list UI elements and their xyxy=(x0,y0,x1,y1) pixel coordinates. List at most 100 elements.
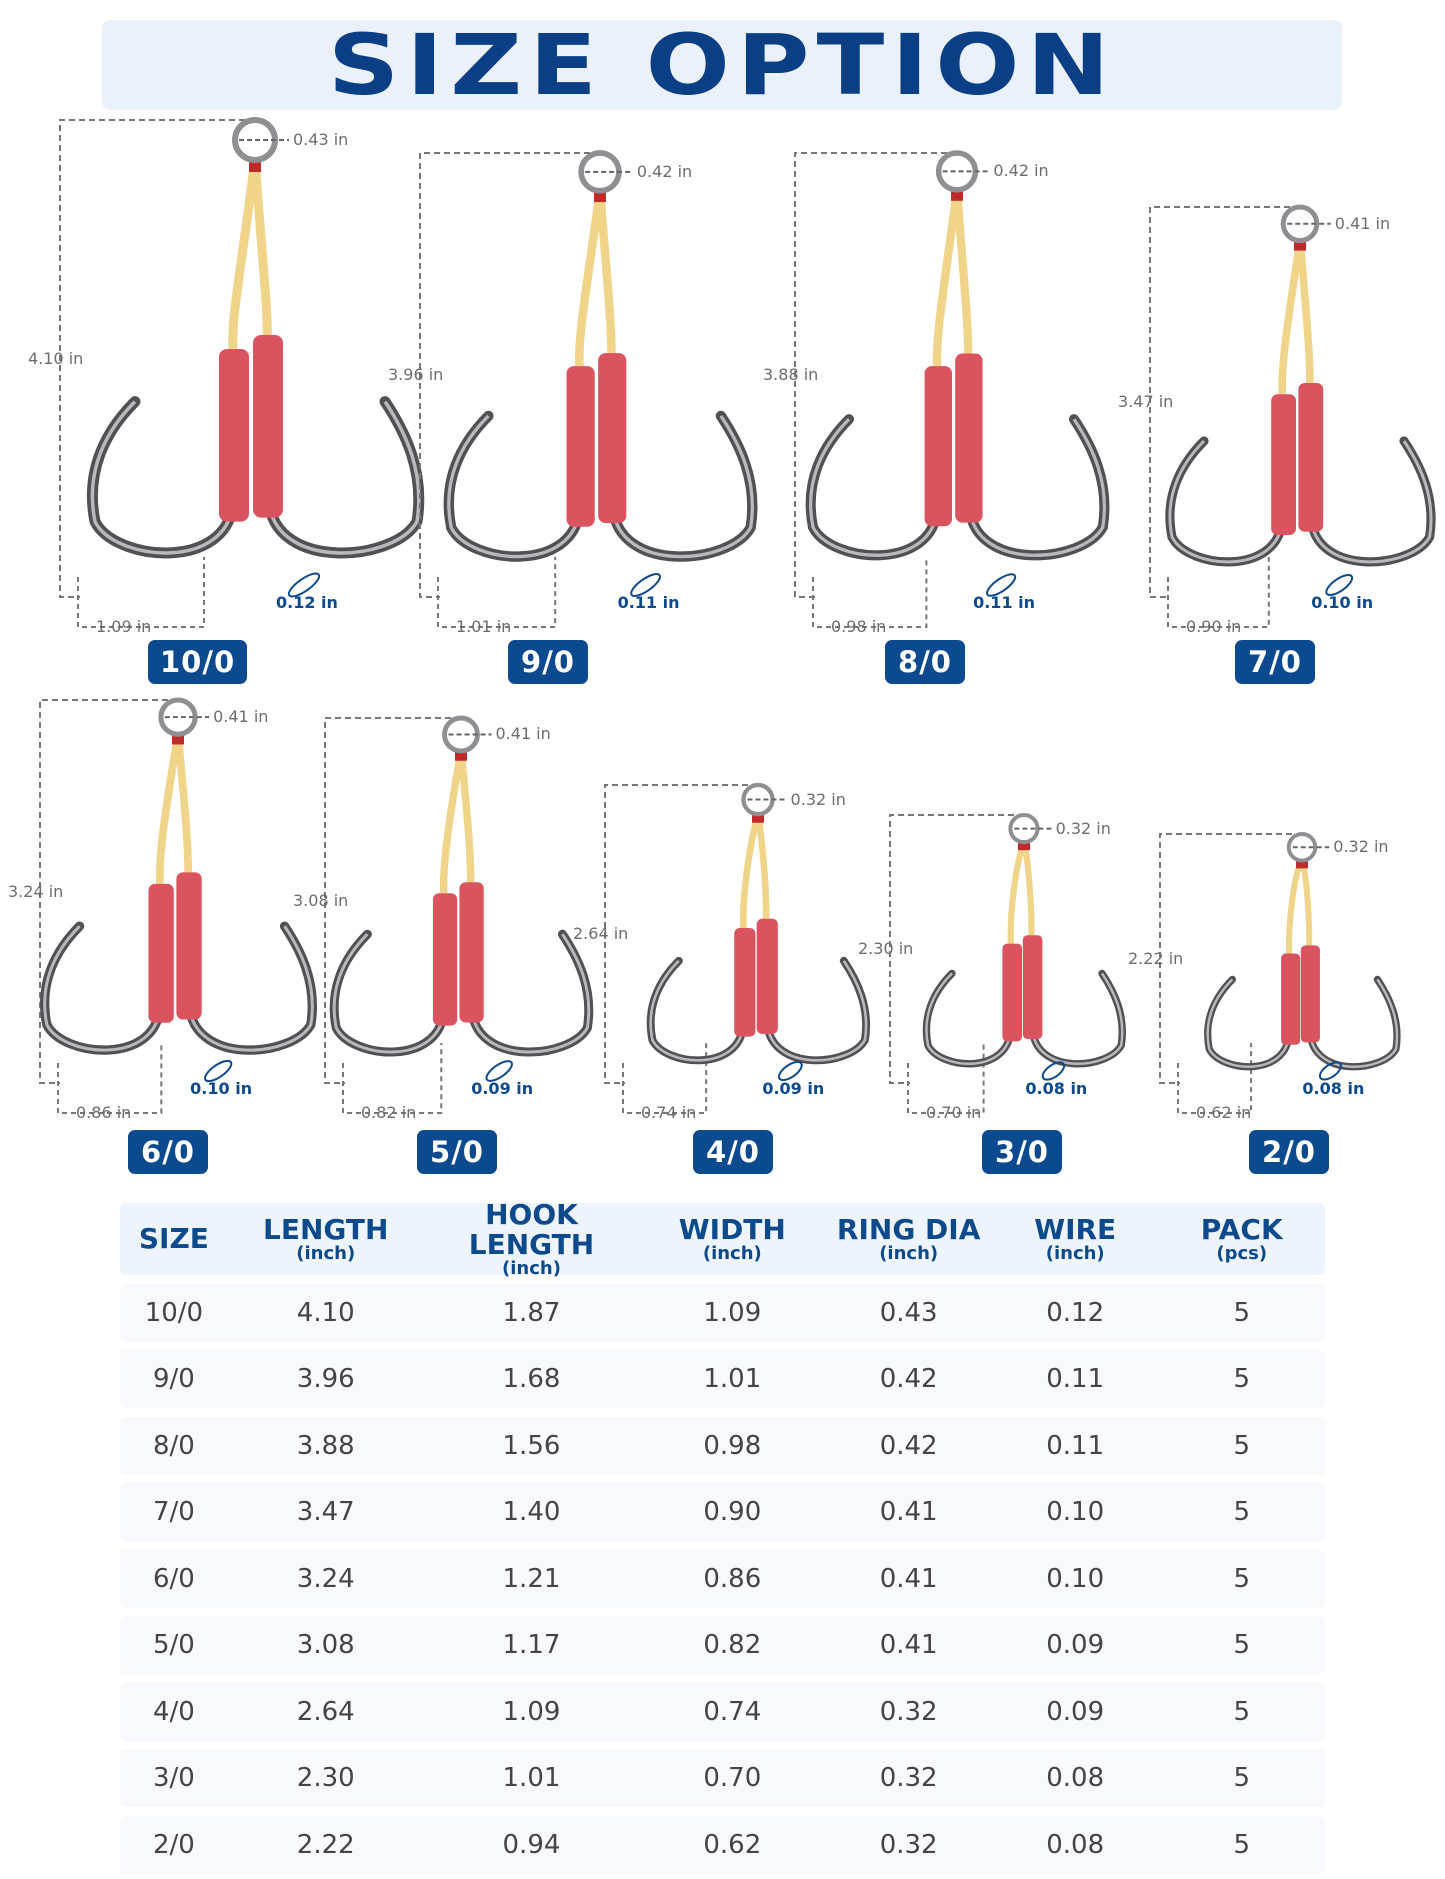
hook-diagram-area xyxy=(39,117,1436,1114)
wire-label: 0.10 in xyxy=(1311,593,1374,612)
table-cell: 1.09 xyxy=(502,1696,561,1727)
wire-callout xyxy=(1318,1061,1342,1081)
length-dimension-line xyxy=(39,699,168,1084)
size-badge: 2/0 xyxy=(1249,1130,1329,1174)
table-cell: 4.10 xyxy=(296,1297,355,1328)
table-cell: 1.68 xyxy=(502,1364,561,1394)
table-cell: 0.10 xyxy=(1046,1497,1105,1527)
cord-right xyxy=(952,189,973,367)
width-dimension-line xyxy=(77,557,205,628)
hook-left xyxy=(39,921,165,1055)
sleeve-left xyxy=(148,883,174,1023)
column-header-label: HOOK LENGTH xyxy=(468,1198,595,1261)
width-dimension-line xyxy=(622,1043,708,1114)
sleeve-left xyxy=(1281,953,1301,1045)
table-cell: 5/0 xyxy=(152,1630,195,1660)
sleeve-right xyxy=(1298,383,1324,532)
sleeve-right xyxy=(756,918,778,1034)
table-cell: 5 xyxy=(1233,1630,1251,1660)
ring-dia-label: 0.42 in xyxy=(636,161,693,181)
table-cell: 5 xyxy=(1233,1497,1251,1527)
cord-wrap xyxy=(752,812,764,823)
table-cell: 0.62 xyxy=(703,1829,762,1860)
table-header: SIZE LENGTH (inch) HOOK LENGTH (inch) WIDTH (i… xyxy=(120,1198,1325,1278)
column-header-label: RING DIA xyxy=(836,1213,981,1246)
cord-right xyxy=(754,813,770,929)
hook-right xyxy=(263,396,425,559)
wire-label: 0.08 in xyxy=(1025,1079,1088,1098)
wire-callout xyxy=(1041,1061,1066,1081)
ring-dia-label: 0.41 in xyxy=(1334,213,1391,233)
length-dimension-line xyxy=(1159,833,1292,1084)
column-header-label: WIRE xyxy=(1034,1213,1117,1246)
table-row: 3/0 2.30 1.01 0.70 0.32 0.08 5 xyxy=(120,1749,1325,1807)
sleeve-left xyxy=(219,348,249,522)
ring-dia-label: 0.32 in xyxy=(790,789,846,809)
table-cell: 2.22 xyxy=(296,1829,355,1860)
table-cell: 3.96 xyxy=(296,1364,355,1394)
title-banner: SIZE OPTION xyxy=(102,20,1342,110)
sleeve-left xyxy=(1271,394,1296,535)
column-header: SIZE xyxy=(120,1224,228,1254)
table-row: 8/0 3.88 1.56 0.98 0.42 0.11 5 xyxy=(120,1416,1325,1475)
table-cell: 0.41 xyxy=(879,1497,938,1527)
table-cell: 1.56 xyxy=(502,1430,561,1461)
cord-left xyxy=(932,189,962,367)
table-cell: 5 xyxy=(1233,1563,1251,1594)
cord-left xyxy=(1278,240,1304,395)
length-dimension-line xyxy=(419,152,590,598)
ring-dia-label: 0.42 in xyxy=(993,161,1049,181)
column-header: RING DIA (inch) xyxy=(825,1215,992,1263)
table-cell: 0.41 xyxy=(879,1630,938,1660)
hook-left-shine xyxy=(447,414,582,559)
width-label: 0.98 in xyxy=(831,617,887,636)
hook-right-shine xyxy=(1031,972,1124,1066)
length-label: 3.47 in xyxy=(1118,392,1174,411)
wire-label: 0.08 in xyxy=(1302,1079,1365,1098)
table-cell: 0.41 xyxy=(879,1563,938,1594)
hook-right-shine xyxy=(611,414,754,559)
table-cell: 3.88 xyxy=(296,1430,355,1461)
sleeve-right xyxy=(1300,945,1320,1043)
hook-right-shine xyxy=(1309,440,1433,564)
cord-left xyxy=(439,750,465,894)
column-header-label: PACK xyxy=(1200,1213,1283,1246)
hook-right-shine xyxy=(765,960,868,1062)
sleeve-right xyxy=(253,334,283,518)
width-label: 0.82 in xyxy=(361,1103,417,1122)
table-row: 2/0 2.22 0.94 0.62 0.32 0.08 5 xyxy=(120,1815,1325,1874)
column-header: WIDTH (inch) xyxy=(639,1215,825,1263)
table-cell: 6/0 xyxy=(152,1563,195,1594)
size-badge: 3/0 xyxy=(982,1130,1062,1174)
wire-callout xyxy=(630,573,661,597)
table-cell: 1.01 xyxy=(703,1364,762,1394)
cord-right xyxy=(1296,240,1314,395)
hook-left-shine xyxy=(1206,978,1291,1068)
table-row: 6/0 3.24 1.21 0.86 0.41 0.10 5 xyxy=(120,1549,1325,1608)
length-label: 3.24 in xyxy=(8,881,64,901)
length-dimension-line xyxy=(59,119,245,598)
sleeve-left xyxy=(1002,943,1022,1042)
column-header: PACK (pcs) xyxy=(1158,1215,1325,1263)
table-cell: 0.08 xyxy=(1046,1763,1105,1793)
table-cell: 1.40 xyxy=(502,1497,561,1527)
table-row: 7/0 3.47 1.40 0.90 0.41 0.10 5 xyxy=(120,1483,1325,1541)
table-cell: 0.32 xyxy=(879,1696,938,1727)
sleeve-left xyxy=(566,366,595,527)
width-label: 0.62 in xyxy=(1196,1103,1252,1122)
table-cell: 0.11 xyxy=(1046,1364,1105,1394)
sleeve-right xyxy=(598,353,627,524)
column-header-label: WIDTH xyxy=(678,1213,786,1246)
size-badge: 7/0 xyxy=(1235,640,1315,684)
wire-label: 0.12 in xyxy=(276,593,338,612)
length-dimension-line xyxy=(794,152,947,598)
table-cell: 3.47 xyxy=(296,1497,355,1527)
width-label: 0.90 in xyxy=(1186,617,1242,636)
length-label: 3.96 in xyxy=(388,365,444,384)
size-badge: 6/0 xyxy=(128,1130,208,1174)
column-header-unit: (inch) xyxy=(296,1243,356,1264)
wire-callout xyxy=(1325,573,1354,597)
hook-right xyxy=(964,414,1110,561)
cord-wrap xyxy=(1296,858,1308,869)
hook-right-shine xyxy=(470,933,591,1054)
